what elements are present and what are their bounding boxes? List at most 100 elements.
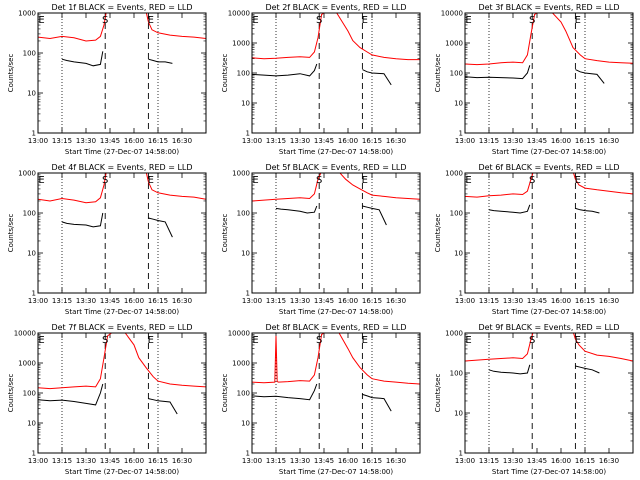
y-tick-label: 1 (459, 290, 463, 298)
x-tick-label: 13:30 (290, 137, 310, 145)
y-tick-label: 1 (246, 290, 250, 298)
chart-panel: Det 4f BLACK = Events, RED = LLD Counts/s… (7, 163, 207, 316)
lld-series-line (252, 333, 420, 385)
plot-area (252, 173, 420, 293)
plot-frame (251, 332, 421, 454)
y-tick-label: 1 (246, 130, 250, 138)
plot-frame (464, 172, 634, 294)
y-tick-label: 10000 (228, 10, 250, 18)
y-tick-label: 100 (23, 390, 36, 398)
y-tick-label: 10 (27, 90, 36, 98)
x-tick-label: 13:15 (52, 457, 72, 465)
y-tick-label: 1000 (445, 170, 463, 178)
event-marker-label: E (362, 175, 368, 186)
chart-panel: Det 1f BLACK = Events, RED = LLD Counts/s… (7, 3, 207, 156)
x-tick-label: 16:15 (575, 457, 595, 465)
event-marker-label: S (102, 175, 108, 186)
events-series-line (488, 364, 531, 375)
events-series-line (362, 205, 387, 226)
x-tick-label: 13:15 (479, 297, 499, 305)
plot-frame (37, 172, 207, 294)
y-axis-label: Counts/sec (7, 54, 15, 93)
x-tick-label: 13:00 (28, 297, 48, 305)
y-tick-label: 10 (454, 410, 463, 418)
y-tick-label: 1000 (232, 170, 250, 178)
chart-panel: Det 6f BLACK = Events, RED = LLD Counts/s… (434, 163, 634, 316)
x-tick-label: 13:15 (479, 457, 499, 465)
y-tick-label: 100 (450, 70, 463, 78)
x-tick-label: 13:45 (314, 297, 334, 305)
x-tick-label: 16:15 (148, 297, 168, 305)
plot-frame (37, 12, 207, 134)
y-tick-label: 10 (241, 100, 250, 108)
event-marker-label: E (465, 15, 471, 26)
x-tick-label: 13:00 (28, 457, 48, 465)
events-series-line (575, 365, 600, 374)
y-tick-label: 100 (237, 390, 250, 398)
x-tick-label: 16:00 (551, 137, 571, 145)
event-marker-label: E (575, 335, 581, 346)
events-series-line (148, 217, 173, 238)
event-marker-label: S (529, 335, 535, 346)
plot-area (38, 13, 206, 133)
plot-frame (464, 332, 634, 454)
event-marker-label: S (316, 335, 322, 346)
y-tick-label: 1 (459, 130, 463, 138)
events-series-line (38, 383, 104, 406)
event-marker-label: S (316, 175, 322, 186)
x-axis-label: Start Time (27-Dec-07 14:58:00) (65, 468, 179, 476)
lld-series-line (465, 333, 633, 362)
y-tick-label: 1000 (18, 10, 36, 18)
y-tick-label: 10 (27, 420, 36, 428)
x-tick-label: 16:15 (148, 457, 168, 465)
x-axis-label: Start Time (27-Dec-07 14:58:00) (492, 468, 606, 476)
x-tick-label: 13:15 (52, 137, 72, 145)
y-tick-label: 1 (32, 450, 36, 458)
x-tick-label: 16:30 (599, 457, 619, 465)
y-tick-label: 100 (237, 70, 250, 78)
y-tick-label: 1000 (18, 360, 36, 368)
chart-title: Det 5f BLACK = Events, RED = LLD (265, 163, 406, 172)
y-tick-label: 10000 (228, 330, 250, 338)
x-axis-label: Start Time (27-Dec-07 14:58:00) (279, 468, 393, 476)
plot-area (252, 333, 420, 453)
x-axis-label: Start Time (27-Dec-07 14:58:00) (65, 148, 179, 156)
chart-title: Det 9f BLACK = Events, RED = LLD (478, 323, 619, 332)
events-series-line (362, 69, 392, 86)
events-series-line (61, 51, 104, 67)
events-series-line (575, 69, 605, 84)
x-tick-label: 13:45 (100, 137, 120, 145)
x-tick-label: 13:30 (290, 297, 310, 305)
x-tick-label: 16:00 (124, 137, 144, 145)
plot-area (38, 333, 206, 453)
x-tick-label: 16:30 (386, 137, 406, 145)
event-marker-label: E (575, 15, 581, 26)
event-marker-label: E (362, 15, 368, 26)
chart-title: Det 7f BLACK = Events, RED = LLD (51, 323, 192, 332)
x-tick-label: 13:00 (242, 297, 262, 305)
lld-series-line (465, 13, 633, 66)
y-tick-label: 1 (459, 450, 463, 458)
y-tick-label: 1000 (445, 40, 463, 48)
x-tick-label: 13:30 (76, 137, 96, 145)
event-marker-label: E (465, 175, 471, 186)
x-tick-label: 13:30 (76, 297, 96, 305)
y-axis-label: Counts/sec (221, 374, 229, 413)
lld-series-line (38, 173, 206, 204)
chart-title: Det 3f BLACK = Events, RED = LLD (478, 3, 619, 12)
x-tick-label: 13:00 (242, 457, 262, 465)
event-marker-label: E (252, 175, 258, 186)
y-tick-label: 10 (27, 250, 36, 258)
lld-series-line (465, 173, 633, 198)
plot-area (465, 13, 633, 133)
y-axis-label: Counts/sec (7, 214, 15, 253)
events-series-line (252, 63, 318, 77)
x-tick-label: 16:30 (386, 457, 406, 465)
chart-panel: Det 9f BLACK = Events, RED = LLD Counts/s… (434, 323, 634, 476)
x-tick-label: 13:00 (455, 137, 475, 145)
event-marker-label: E (362, 335, 368, 346)
x-tick-label: 16:30 (599, 137, 619, 145)
event-marker-label: E (38, 335, 44, 346)
y-axis-label: Counts/sec (434, 214, 442, 253)
